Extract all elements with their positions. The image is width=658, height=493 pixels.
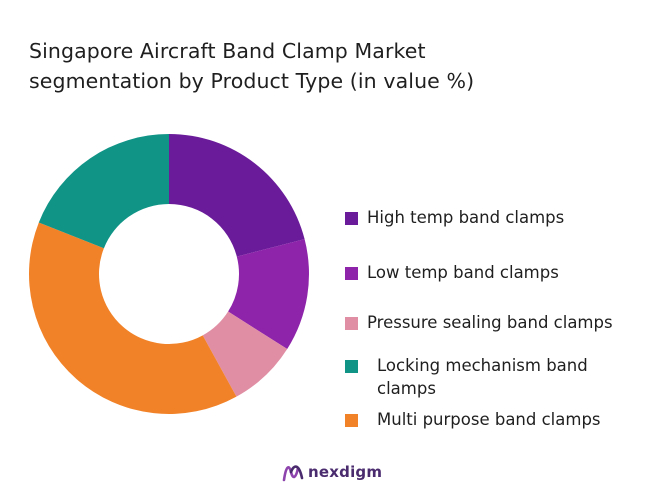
legend-label-locking-mechanism: Locking mechanism band clamps	[377, 356, 588, 398]
legend-item-locking-mechanism: Locking mechanism band clamps	[345, 354, 627, 400]
legend-label-multi-purpose: Multi purpose band clamps	[377, 410, 601, 429]
chart-title: Singapore Aircraft Band Clamp Market seg…	[29, 36, 629, 96]
legend-swatch-multi-purpose	[345, 414, 358, 427]
donut-slice-locking-mechanism	[38, 134, 169, 249]
donut-slice-multi-purpose	[29, 222, 237, 414]
legend-item-high-temp: High temp band clamps	[345, 206, 564, 229]
chart-title-line-1: Singapore Aircraft Band Clamp Market	[29, 39, 426, 63]
nexdigm-logo-icon	[282, 465, 304, 482]
brand-name: nexdigm	[308, 463, 383, 481]
donut-slice-low-temp	[228, 239, 309, 350]
legend-label-low-temp: Low temp band clamps	[367, 263, 559, 282]
donut-slice-pressure-sealing	[202, 311, 288, 397]
legend-swatch-locking-mechanism	[345, 360, 358, 373]
legend-item-pressure-sealing: Pressure sealing band clamps	[345, 311, 613, 334]
chart-title-line-2: segmentation by Product Type (in value %…	[29, 69, 475, 93]
donut-slice-high-temp	[169, 134, 305, 257]
legend-swatch-low-temp	[345, 267, 358, 280]
legend-item-multi-purpose: Multi purpose band clamps	[345, 408, 601, 431]
brand-logo: nexdigm	[282, 462, 382, 482]
legend-label-high-temp: High temp band clamps	[367, 208, 565, 227]
legend-label-pressure-sealing: Pressure sealing band clamps	[367, 313, 613, 332]
legend-swatch-pressure-sealing	[345, 317, 358, 330]
legend-item-low-temp: Low temp band clamps	[345, 261, 559, 284]
legend-swatch-high-temp	[345, 212, 358, 225]
